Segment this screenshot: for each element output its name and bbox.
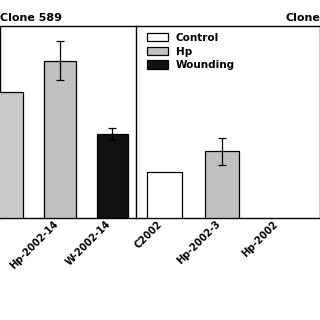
Bar bbox=[44, 60, 76, 218]
Legend: Control, Hp, Wounding: Control, Hp, Wounding bbox=[145, 31, 237, 72]
Bar bbox=[97, 134, 128, 218]
Text: Clone: Clone bbox=[285, 13, 320, 23]
Text: Clone 589: Clone 589 bbox=[0, 13, 62, 23]
Bar bbox=[147, 172, 182, 218]
Bar bbox=[205, 151, 239, 218]
Bar bbox=[0, 92, 23, 218]
